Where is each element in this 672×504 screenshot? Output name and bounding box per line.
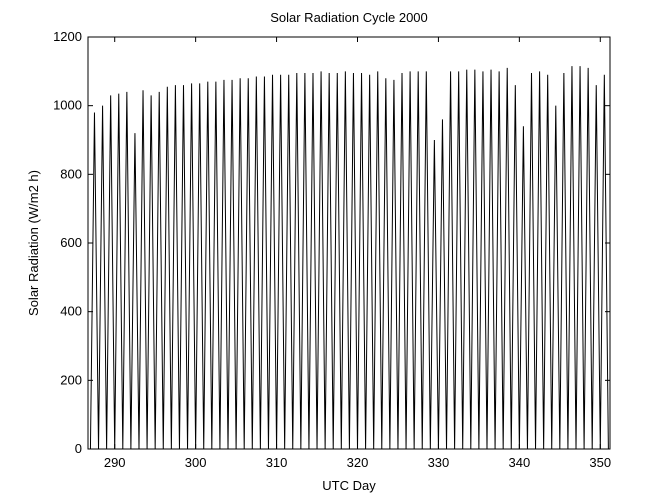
y-tick-label: 200: [60, 372, 82, 387]
x-tick-label: 300: [185, 455, 207, 470]
y-tick-label: 1200: [53, 29, 82, 44]
x-tick-label: 330: [428, 455, 450, 470]
y-tick-label: 800: [60, 166, 82, 181]
x-tick-label: 340: [509, 455, 531, 470]
y-tick-label: 0: [75, 441, 82, 456]
y-tick-label: 1000: [53, 98, 82, 113]
chart-title: Solar Radiation Cycle 2000: [270, 10, 428, 25]
y-axis-label: Solar Radiation (W/m2 h): [26, 170, 41, 316]
y-tick-label: 600: [60, 235, 82, 250]
y-tick-label: 400: [60, 304, 82, 319]
x-tick-label: 290: [104, 455, 126, 470]
x-tick-label: 350: [589, 455, 611, 470]
x-tick-label: 310: [266, 455, 288, 470]
x-axis-label: UTC Day: [322, 478, 376, 493]
data-line: [89, 66, 609, 449]
x-tick-label: 320: [347, 455, 369, 470]
